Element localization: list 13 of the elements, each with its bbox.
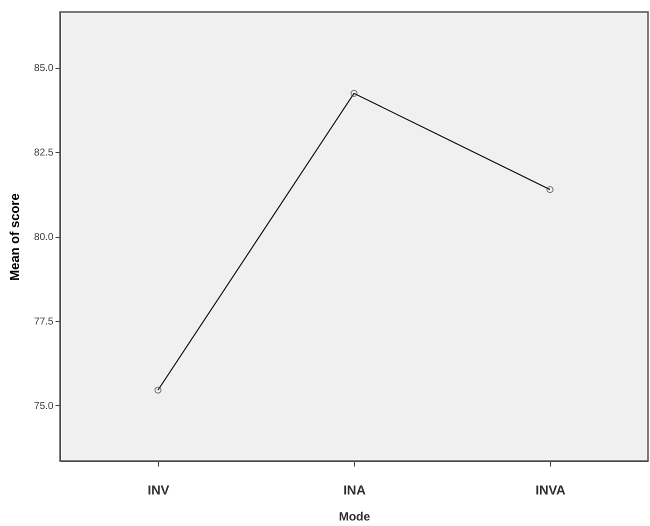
y-tick-label: 75.0 bbox=[34, 400, 54, 412]
y-tick-label: 82.5 bbox=[34, 148, 54, 159]
y-tick-label: 77.5 bbox=[34, 316, 54, 328]
y-tick-label: 80.0 bbox=[34, 232, 54, 243]
point bbox=[154, 386, 162, 394]
point bbox=[546, 186, 554, 194]
point bbox=[350, 90, 358, 97]
x-axis-title: Mode bbox=[338, 510, 370, 524]
x-tick-label: INVA bbox=[535, 482, 566, 498]
y-tick-label: 85.0 bbox=[34, 63, 54, 74]
x-tick-label: INV bbox=[148, 482, 170, 498]
x-tick-label: INA bbox=[343, 482, 366, 498]
y-axis-title: Mean of score bbox=[7, 193, 22, 281]
